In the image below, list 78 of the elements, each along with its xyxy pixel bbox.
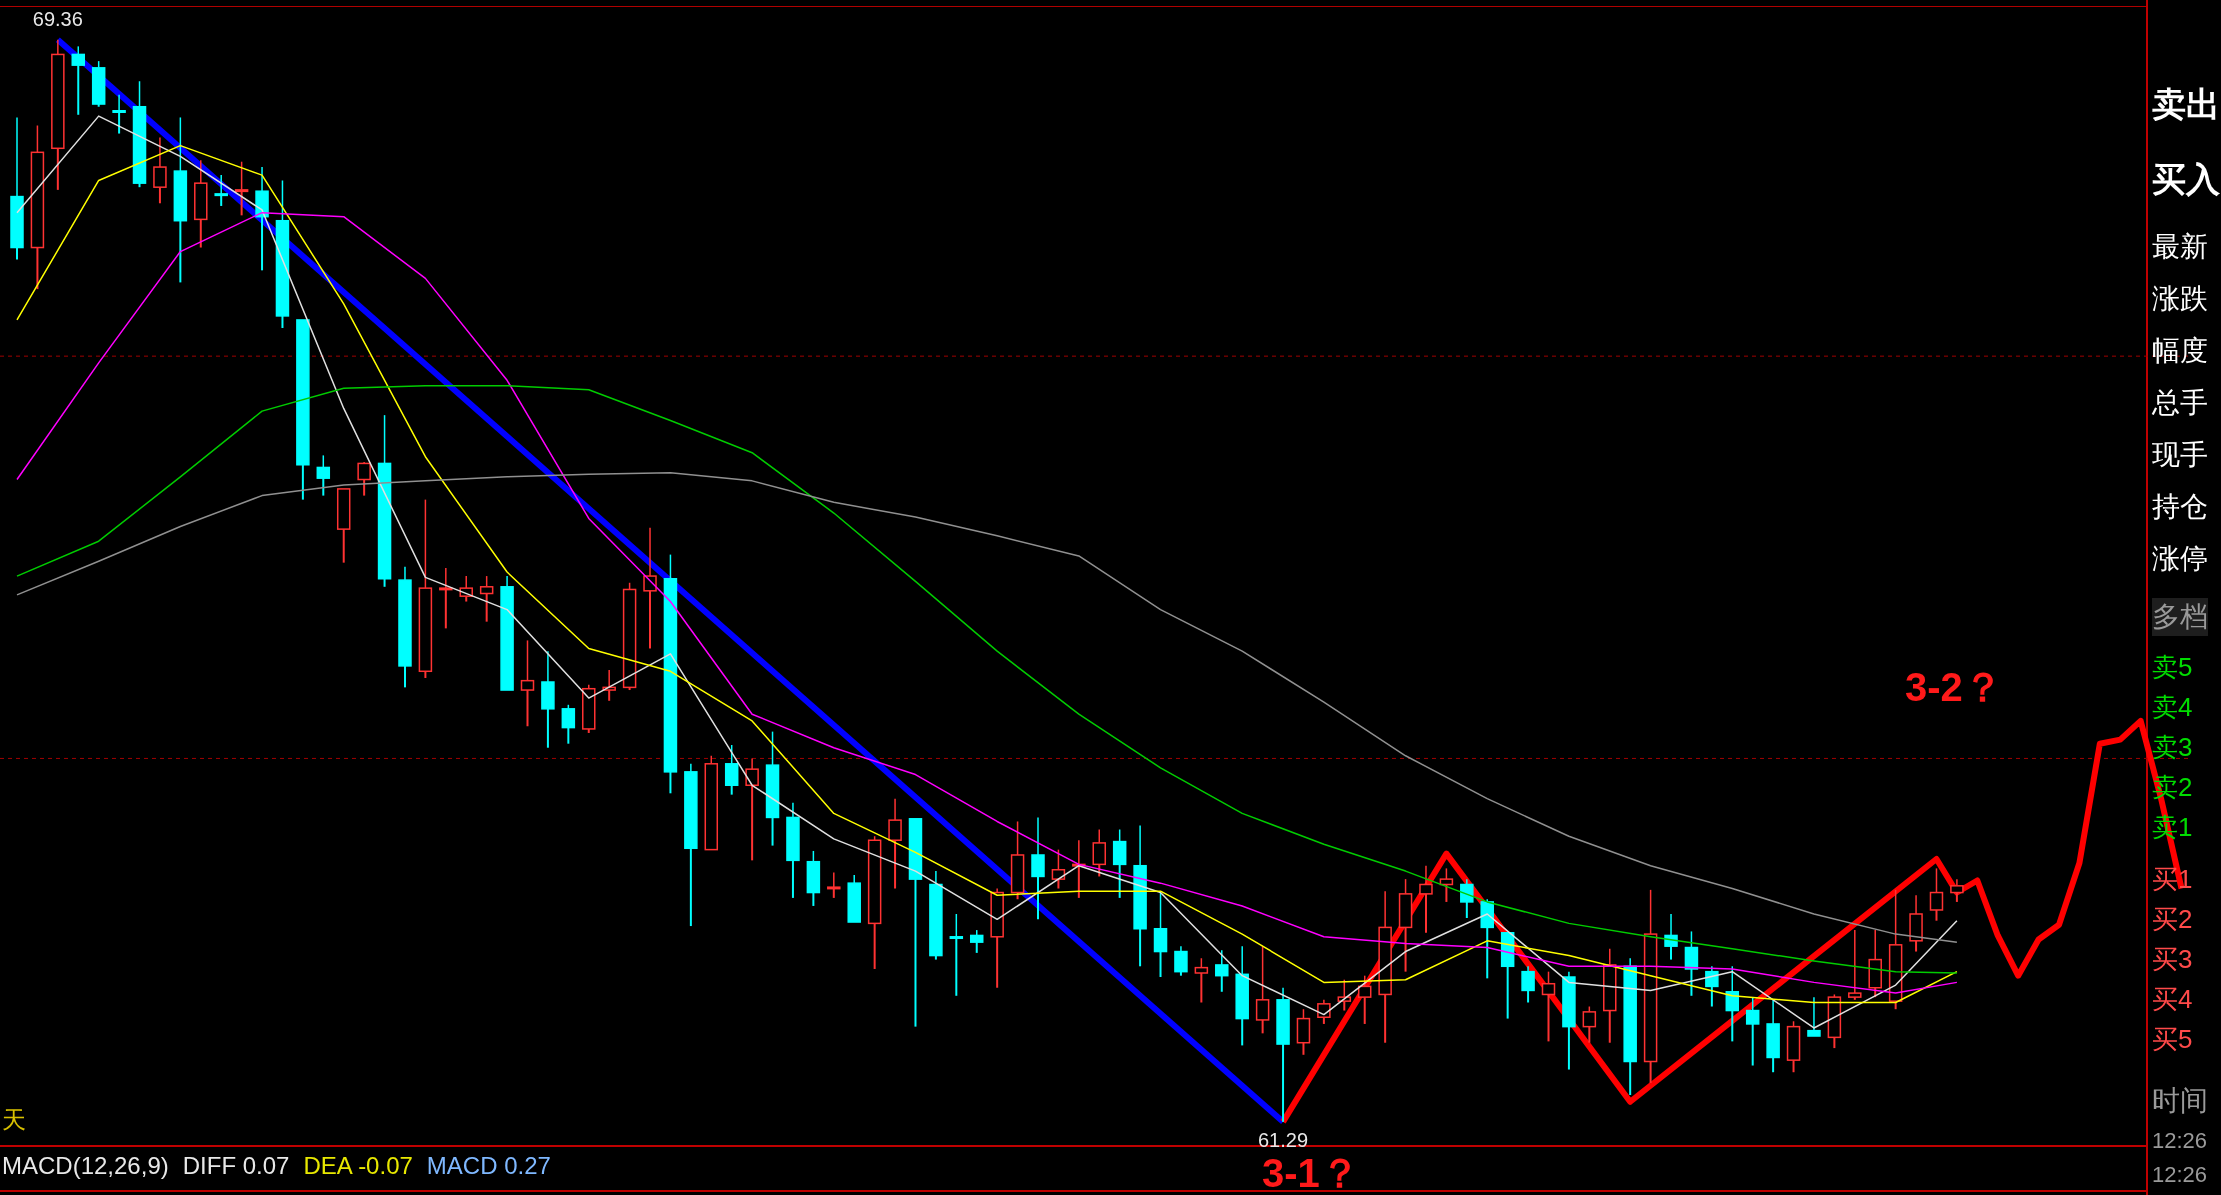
candlestick: [1664, 913, 1678, 961]
text: MACD 0.27: [426, 1152, 551, 1179]
candlestick: [1766, 999, 1780, 1074]
text: 12:26: [2152, 1128, 2208, 1154]
candlestick: [888, 797, 902, 890]
candlestick: [929, 870, 943, 961]
candlestick: [1705, 965, 1719, 1008]
candlestick: [724, 744, 739, 796]
candlestick: [1562, 970, 1576, 1071]
annotation: 时间: [2152, 1084, 2208, 1118]
candlestick: [112, 93, 126, 135]
annotation: 3-2？: [1905, 664, 2003, 711]
candlestick: [30, 124, 45, 291]
text: 3-1？: [1262, 1151, 1360, 1195]
candlestick: [786, 801, 800, 899]
candlestick: [194, 159, 208, 249]
annotation: 买3: [2152, 943, 2193, 976]
annotation: 涨跌: [2152, 282, 2208, 316]
candlestick: [439, 567, 453, 630]
text: DIFF 0.07: [182, 1152, 290, 1179]
candlestick: [214, 174, 228, 207]
candlestick: [418, 498, 433, 679]
candlestick: [990, 887, 1004, 989]
candlestick: [765, 730, 780, 847]
candlestick: [1174, 945, 1188, 977]
annotation: 买2: [2152, 903, 2193, 936]
candlestick: [827, 871, 841, 899]
candlestick: [949, 913, 964, 997]
annotation: 卖出: [2152, 84, 2220, 125]
candlestick: [51, 38, 65, 191]
candlestick: [1603, 948, 1617, 1044]
annotation: 最新: [2152, 230, 2208, 264]
candlestick: [1521, 965, 1535, 1004]
annotation: 买入: [2152, 159, 2220, 200]
candlestick: [1133, 824, 1147, 968]
candlestick: [10, 116, 24, 261]
candlestick: [1480, 898, 1494, 980]
candlestick: [520, 639, 535, 728]
candlestick: [398, 565, 412, 689]
annotation: 卖5: [2152, 651, 2193, 684]
candlestick: [1235, 945, 1249, 1047]
candlestick: [234, 160, 249, 217]
candlestick: [255, 166, 269, 272]
annotation: 69.36: [31, 7, 84, 30]
annotation: 总手: [2152, 386, 2208, 420]
annotation: 卖3: [2152, 731, 2193, 764]
candlestick: [173, 116, 188, 284]
candlestick: [745, 757, 759, 862]
candlestick: [1031, 816, 1045, 921]
text: DEA -0.07: [303, 1152, 413, 1179]
annotation: 持仓: [2152, 490, 2208, 524]
candlestick: [1153, 891, 1168, 979]
candlestick: [643, 527, 657, 650]
annotation: 涨停: [2152, 542, 2208, 576]
candlestick: [1276, 987, 1290, 1123]
text: 12:26: [2152, 1162, 2208, 1188]
candlestick: [663, 553, 678, 795]
candlestick: [684, 763, 698, 928]
candlestick: [1950, 878, 1964, 903]
candlestick: [1929, 867, 1944, 922]
candlestick: [153, 136, 167, 205]
candlestick: [1215, 949, 1229, 993]
candlestick: [1643, 889, 1658, 1084]
annotation: 现手: [2152, 438, 2208, 472]
annotation: 天: [2, 1105, 26, 1135]
candlestick: [1419, 864, 1433, 934]
candlestick: [1378, 890, 1392, 1044]
candlestick: [1909, 894, 1923, 953]
candlestick: [1460, 878, 1474, 920]
annotation: 买5: [2152, 1023, 2193, 1056]
candlestick: [541, 650, 555, 749]
candlestick: [275, 179, 290, 329]
text: MACD(12,26,9): [2, 1152, 169, 1179]
candlestick: [1623, 957, 1637, 1097]
annotation: 卖4: [2152, 691, 2193, 724]
annotation: 多档: [2152, 598, 2208, 636]
annotation: 幅度: [2152, 334, 2208, 368]
annotation: 买4: [2152, 983, 2193, 1016]
